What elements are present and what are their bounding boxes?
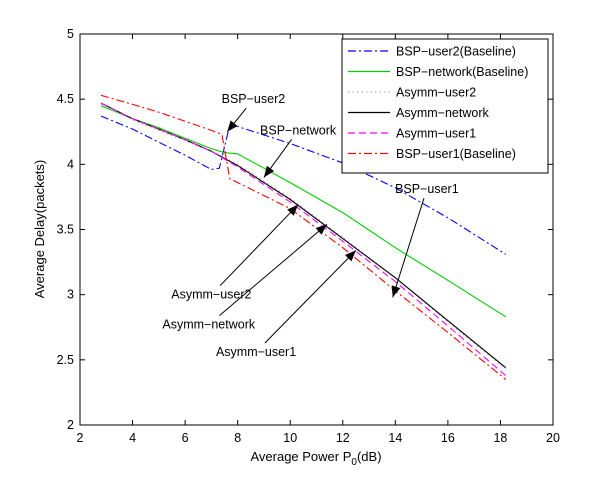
x-axis-label: Average Power P0(dB) (250, 449, 381, 468)
annotation-arrow-asymm-user1 (264, 250, 357, 344)
legend-label-bsp-network-baseline: BSP−network(Baseline) (396, 65, 528, 79)
y-tick-label: 4 (67, 157, 74, 171)
annotation-arrowhead-asymm-user2 (287, 204, 299, 216)
x-tick-label: 2 (77, 431, 84, 445)
y-tick-label: 2.5 (57, 353, 74, 367)
x-tick-label: 12 (336, 431, 350, 445)
annotation-bsp-user1: BSP−user1 (395, 182, 459, 196)
annotation-layer: BSP−user2 BSP−network BSP−user1 Asymm−user2… (162, 92, 458, 359)
annotation-asymm-network: Asymm−network (162, 318, 255, 332)
y-tick-label: 4.5 (57, 92, 74, 106)
legend: BSP−user2(Baseline) BSP−network(Baseline)… (341, 38, 549, 174)
legend-label-bsp-user2-baseline: BSP−user2(Baseline) (396, 45, 516, 59)
annotation-bsp-network: BSP−network (260, 123, 337, 137)
annotation-bsp-user2: BSP−user2 (222, 92, 286, 106)
ticks-layer: 2 4 6 8 10 12 14 16 18 20 2 2.5 3 3.5 4 4.5 5 (57, 27, 560, 445)
annotation-arrowhead-bsp-network (263, 165, 275, 178)
legend-label-bsp-user1-baseline: BSP−user1(Baseline) (396, 147, 516, 161)
series-line-asymm-user2 (100, 103, 507, 370)
x-tick-label: 6 (182, 431, 189, 445)
annotation-arrowhead-bsp-user1 (391, 285, 401, 298)
legend-label-asymm-user1: Asymm−user1 (396, 127, 476, 141)
x-tick-label: 10 (283, 431, 297, 445)
series-line-asymm-user1 (100, 102, 507, 376)
annotation-arrowhead-asymm-network (315, 224, 327, 235)
series-line-asymm-network (100, 102, 507, 369)
x-tick-label: 20 (546, 431, 560, 445)
x-tick-label: 4 (129, 431, 136, 445)
annotation-arrow-bsp-user1 (392, 197, 425, 298)
x-axis-label-subscript: 0 (351, 457, 357, 468)
x-tick-label: 16 (441, 431, 455, 445)
annotation-asymm-user2: Asymm−user2 (171, 288, 251, 302)
legend-label-asymm-network: Asymm−network (396, 106, 489, 120)
y-axis-label: Average Delay(packets) (32, 160, 47, 299)
annotation-asymm-user1: Asymm−user1 (216, 345, 296, 359)
y-tick-label: 3.5 (57, 223, 74, 237)
x-tick-label: 18 (493, 431, 507, 445)
x-tick-label: 8 (234, 431, 241, 445)
annotation-arrow-asymm-user2 (219, 204, 299, 287)
y-tick-label: 2 (67, 418, 74, 432)
y-tick-label: 5 (67, 27, 74, 41)
x-tick-label: 14 (388, 431, 402, 445)
series-line-bsp-network-baseline (100, 105, 506, 318)
annotation-arrowhead-asymm-user1 (345, 250, 356, 262)
legend-box (341, 38, 549, 174)
annotation-arrow-asymm-network (219, 223, 328, 316)
series-line-bsp-user2-baseline (100, 115, 506, 255)
y-tick-label: 3 (67, 288, 74, 302)
legend-label-asymm-user2: Asymm−user2 (396, 86, 476, 100)
annotation-arrowhead-bsp-user2 (227, 120, 238, 132)
